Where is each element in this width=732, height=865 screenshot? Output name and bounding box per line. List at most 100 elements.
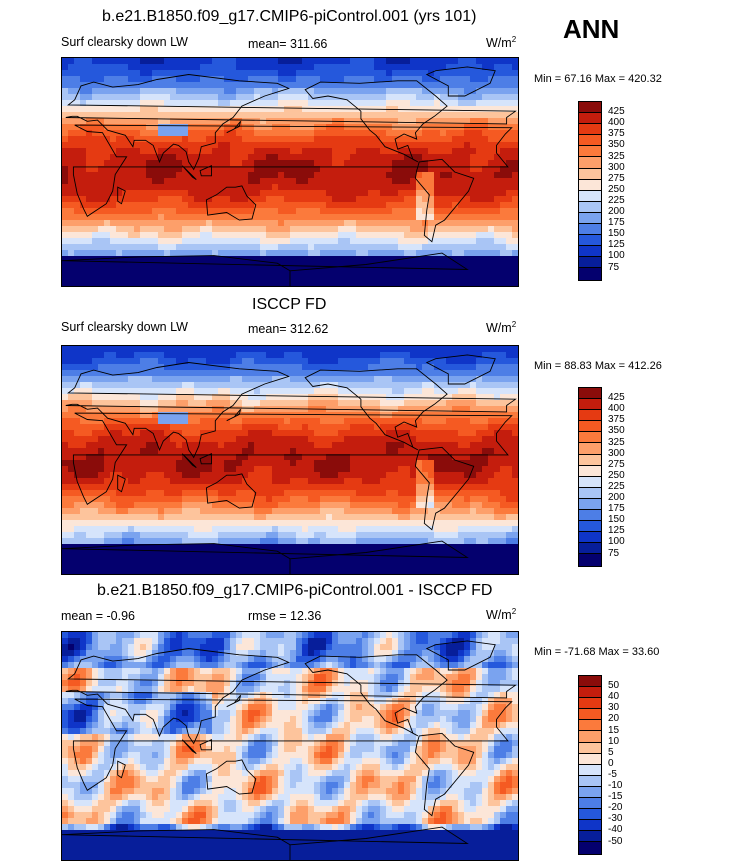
map-cell xyxy=(152,400,159,407)
map-cell xyxy=(344,184,351,191)
map-cell xyxy=(80,460,87,467)
map-cell xyxy=(434,196,441,203)
map-cell xyxy=(512,100,518,107)
map-cell xyxy=(338,364,345,371)
map-cell xyxy=(512,214,518,221)
map-cell xyxy=(260,256,267,263)
map-cell xyxy=(218,418,225,425)
map-cell xyxy=(230,154,237,161)
map-cell xyxy=(302,100,309,107)
map-cell xyxy=(122,202,129,209)
map-cell xyxy=(152,460,159,467)
map-cell xyxy=(206,460,213,467)
map-cell xyxy=(362,382,369,389)
map-cell xyxy=(80,274,87,281)
map-cell xyxy=(254,250,261,257)
map-cell xyxy=(392,418,399,425)
map-cell xyxy=(368,214,375,221)
map-cell xyxy=(122,274,129,281)
map-cell xyxy=(170,388,177,395)
map-cell xyxy=(176,346,183,353)
map-cell xyxy=(428,100,435,107)
map-cell xyxy=(446,136,453,143)
map-cell xyxy=(482,430,489,437)
map-cell xyxy=(308,472,315,479)
map-cell xyxy=(278,58,285,65)
map-cell xyxy=(98,214,105,221)
map-cell xyxy=(446,214,453,221)
map-cell xyxy=(218,154,225,161)
map-cell xyxy=(470,484,477,491)
map-cell xyxy=(152,190,159,197)
map-cell xyxy=(128,346,135,353)
map-cell xyxy=(122,184,129,191)
map-cell xyxy=(422,112,429,119)
map-cell xyxy=(74,376,81,383)
map-cell xyxy=(416,370,423,377)
map-cell xyxy=(416,376,423,383)
map-cell xyxy=(152,106,159,113)
map-cell xyxy=(506,238,513,245)
map-cell xyxy=(422,136,429,143)
map-cell xyxy=(422,94,429,101)
map-cell xyxy=(374,496,381,503)
map-cell xyxy=(446,268,453,275)
map-cell xyxy=(398,130,405,137)
map-cell xyxy=(434,106,441,113)
map-cell xyxy=(200,352,207,359)
map-cell xyxy=(122,148,129,155)
map-cell xyxy=(110,448,117,455)
map-cell xyxy=(236,496,243,503)
map-cell xyxy=(92,124,99,131)
map-cell xyxy=(434,190,441,197)
map-cell xyxy=(284,208,291,215)
map-cell xyxy=(266,232,273,239)
map-cell xyxy=(182,448,189,455)
map-cell xyxy=(104,424,111,431)
map-cell xyxy=(218,208,225,215)
map-cell xyxy=(212,70,219,77)
map-cell xyxy=(212,142,219,149)
map-cell xyxy=(224,256,231,263)
map-cell xyxy=(128,214,135,221)
panel1-colorbar xyxy=(578,101,602,281)
map-cell xyxy=(440,376,447,383)
map-cell xyxy=(416,184,423,191)
map-cell xyxy=(230,142,237,149)
map-cell xyxy=(134,412,141,419)
map-cell xyxy=(146,406,153,413)
map-cell xyxy=(158,184,165,191)
map-cell xyxy=(458,280,465,286)
map-cell xyxy=(512,472,518,479)
map-cell xyxy=(212,460,219,467)
map-cell xyxy=(374,346,381,353)
map-cell xyxy=(176,76,183,83)
map-cell xyxy=(146,154,153,161)
map-cell xyxy=(434,280,441,286)
map-cell xyxy=(326,208,333,215)
map-cell xyxy=(440,142,447,149)
map-cell xyxy=(386,118,393,125)
map-cell xyxy=(464,364,471,371)
map-cell xyxy=(218,256,225,263)
map-cell xyxy=(104,388,111,395)
map-cell xyxy=(200,124,207,131)
map-cell xyxy=(92,412,99,419)
map-cell xyxy=(134,64,141,71)
map-cell xyxy=(92,70,99,77)
map-cell xyxy=(98,262,105,269)
map-cell xyxy=(158,58,165,65)
map-cell xyxy=(374,352,381,359)
map-cell xyxy=(410,448,417,455)
map-cell xyxy=(206,496,213,503)
map-cell xyxy=(452,478,459,485)
map-cell xyxy=(128,238,135,245)
map-cell xyxy=(236,214,243,221)
map-cell xyxy=(494,130,501,137)
map-cell xyxy=(98,358,105,365)
map-cell xyxy=(332,76,339,83)
map-cell xyxy=(314,448,321,455)
map-cell xyxy=(494,496,501,503)
map-cell xyxy=(356,424,363,431)
map-cell xyxy=(416,478,423,485)
